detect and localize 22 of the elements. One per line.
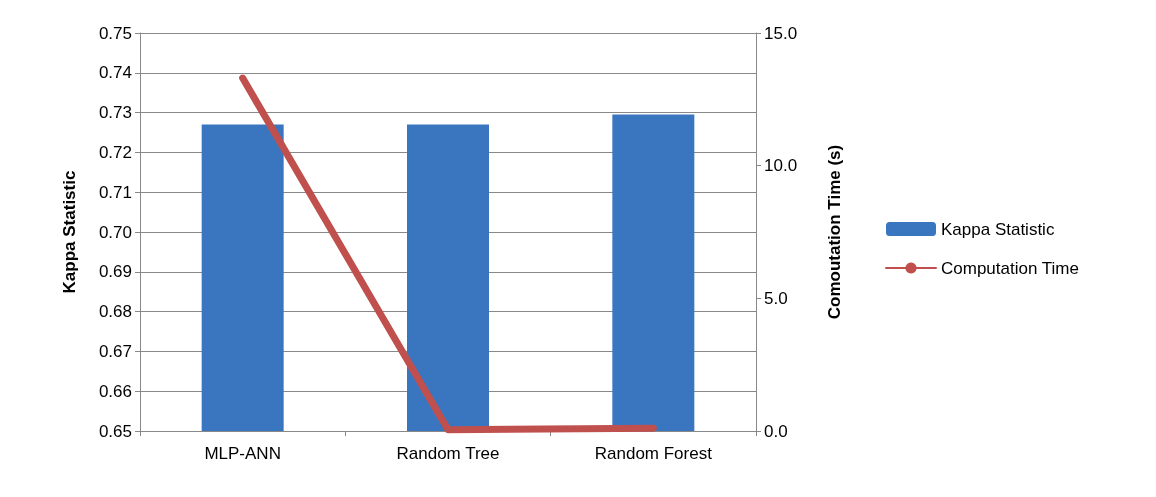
y-tick-label: 0.69 <box>98 262 132 282</box>
y-tick-label: 0.67 <box>98 341 132 361</box>
y2-tick-label: 5.0 <box>764 288 788 308</box>
y-tick-label: 0.73 <box>98 103 132 123</box>
y-tick-label: 0.65 <box>98 421 132 441</box>
x-tick-label: Random Tree <box>396 444 500 463</box>
y-tick-label: 0.68 <box>98 302 132 322</box>
y2-tick-label: 0.0 <box>764 421 788 441</box>
y-tick-label: 0.71 <box>98 182 132 202</box>
y-tick-label: 0.66 <box>98 381 132 401</box>
y2-tick-label: 10.0 <box>764 156 798 176</box>
y-tick-label: 0.74 <box>98 63 132 83</box>
y-tick-label: 0.72 <box>98 142 132 162</box>
legend-label: Computation Time <box>941 258 1079 278</box>
y2-axis-title: Comoutation Time (s) <box>825 144 844 320</box>
y2-tick-label: 15.0 <box>764 23 798 43</box>
y-tick-label: 0.75 <box>98 23 132 43</box>
y-axis-title: Kappa Statistic <box>60 170 79 294</box>
x-tick-label: MLP-ANN <box>204 444 281 463</box>
x-tick-label: Random Forest <box>594 444 713 463</box>
y-tick-label: 0.70 <box>98 222 132 242</box>
legend-label: Kappa Statistic <box>941 219 1055 239</box>
